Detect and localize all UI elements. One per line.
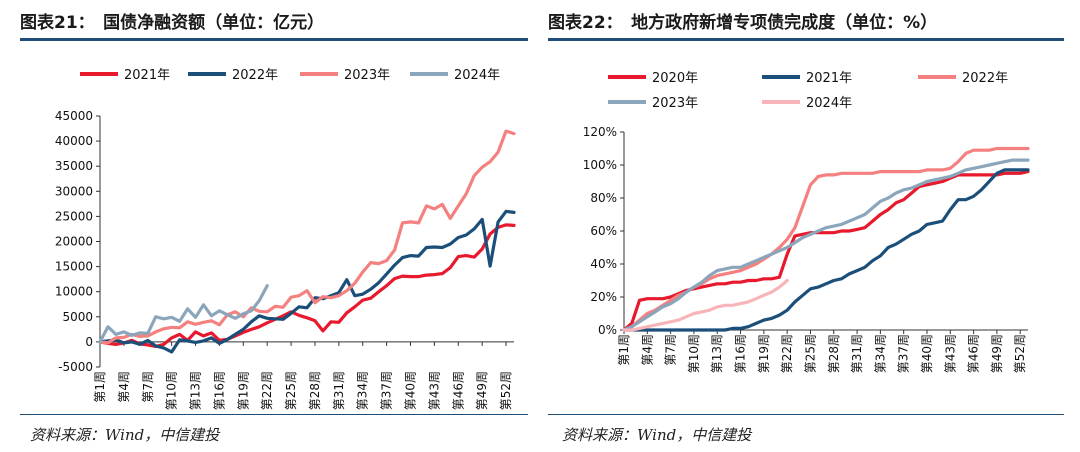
- legend-item: 2022年: [918, 71, 1008, 86]
- x-tick-label: 第49周: [475, 371, 489, 410]
- x-tick-label: 第22周: [260, 371, 274, 410]
- legend-item: 2021年: [762, 71, 852, 86]
- legend-item: 2021年: [80, 68, 170, 83]
- x-tick-label: 第37周: [380, 371, 394, 410]
- legend-label: 2021年: [124, 68, 170, 83]
- chart-title-left: 图表21： 国债净融资额（单位：亿元）: [20, 13, 325, 33]
- title-rule-right: [548, 38, 1064, 41]
- legend-label: 2023年: [344, 68, 390, 83]
- y-tick-label: 20000: [55, 235, 93, 249]
- x-tick-label: 第28周: [308, 371, 322, 410]
- x-tick-label: 第49周: [990, 334, 1004, 373]
- x-tick-label: 第46周: [967, 334, 981, 373]
- y-tick-label: 15000: [55, 260, 93, 274]
- x-tick-label: 第52周: [1013, 334, 1027, 373]
- legend-item: 2022年: [188, 68, 278, 83]
- series-line: [98, 129, 516, 345]
- y-tick-label: 0: [85, 335, 93, 349]
- x-tick-label: 第37周: [897, 334, 911, 373]
- x-tick-label: 第46周: [451, 371, 465, 410]
- legend-item: 2024年: [762, 96, 852, 111]
- y-tick-label: 10000: [55, 285, 93, 299]
- chart-title-right: 图表22： 地方政府新增专项债完成度（单位：%）: [548, 13, 938, 33]
- x-tick-label: 第28周: [827, 334, 841, 373]
- x-tick-label: 第10周: [687, 334, 701, 373]
- chart-left: 2021年 2022年 2023年 2024年 -5000 0 5000 10000 15000…: [55, 68, 516, 410]
- legend-item: 2020年: [608, 71, 698, 86]
- series-line: [622, 168, 1030, 332]
- x-tick-label: 第1周: [617, 334, 631, 366]
- x-tick-label: 第19周: [757, 334, 771, 373]
- x-tick-label: 第7周: [141, 371, 155, 403]
- legend-label: 2022年: [232, 68, 278, 83]
- y-tick-label: 25000: [55, 209, 93, 223]
- source-rule-right: [548, 414, 1064, 415]
- x-tick-label: 第34周: [356, 371, 370, 410]
- y-tick-label: 100%: [583, 158, 617, 172]
- x-tick-label: 第52周: [499, 371, 513, 410]
- x-tick-label: 第22周: [780, 334, 794, 373]
- y-tick-label: 40000: [55, 134, 93, 148]
- x-tick-label: 第16周: [212, 371, 226, 410]
- x-tick-label: 第10周: [165, 371, 179, 410]
- series-line: [98, 284, 269, 344]
- series-line: [622, 170, 1030, 332]
- legend-item: 2023年: [300, 68, 390, 83]
- legend-label: 2024年: [806, 96, 852, 111]
- legend-label: 2024年: [454, 68, 500, 83]
- x-tick-label: 第31周: [850, 334, 864, 373]
- series-line: [622, 278, 789, 332]
- x-tick-label: 第40周: [404, 371, 418, 410]
- title-rule-left: [20, 38, 528, 41]
- y-tick-label: 35000: [55, 159, 93, 173]
- y-tick-label: 5000: [62, 310, 93, 324]
- legend-label: 2022年: [962, 71, 1008, 86]
- source-rule-left: [20, 414, 528, 415]
- source-note-left: 资料来源：Wind，中信建投: [30, 426, 220, 444]
- x-tick-label: 第43周: [943, 334, 957, 373]
- x-tick-label: 第34周: [873, 334, 887, 373]
- series-line: [622, 158, 1030, 332]
- series-line: [98, 223, 516, 348]
- x-tick-label: 第43周: [427, 371, 441, 410]
- y-tick-label: 60%: [590, 224, 617, 238]
- y-tick-label: -5000: [58, 360, 93, 374]
- x-tick-label: 第13周: [189, 371, 203, 410]
- chart-right: 2020年 2021年 2022年 2023年 2024年 0% 20% 40% 60% 80% 1…: [583, 71, 1030, 373]
- source-note-right: 资料来源：Wind，中信建投: [562, 426, 752, 444]
- x-tick-label: 第40周: [920, 334, 934, 373]
- y-tick-label: 0%: [598, 323, 617, 337]
- x-tick-label: 第31周: [332, 371, 346, 410]
- x-tick-label: 第16周: [734, 334, 748, 373]
- x-tick-label: 第25周: [803, 334, 817, 373]
- x-tick-label: 第13周: [710, 334, 724, 373]
- y-tick-label: 20%: [590, 290, 617, 304]
- x-tick-label: 第19周: [236, 371, 250, 410]
- legend-label: 2021年: [806, 71, 852, 86]
- x-tick-label: 第4周: [640, 334, 654, 366]
- legend-item: 2024年: [410, 68, 500, 83]
- x-tick-label: 第25周: [284, 371, 298, 410]
- y-tick-label: 80%: [590, 191, 617, 205]
- legend-item: 2023年: [608, 96, 698, 111]
- legend-label: 2023年: [652, 96, 698, 111]
- series-line: [98, 209, 516, 354]
- legend-label: 2020年: [652, 71, 698, 86]
- y-tick-label: 40%: [590, 257, 617, 271]
- x-tick-label: 第7周: [664, 334, 678, 366]
- y-tick-label: 45000: [55, 109, 93, 123]
- y-tick-label: 30000: [55, 184, 93, 198]
- x-tick-label: 第4周: [117, 371, 131, 403]
- y-tick-label: 120%: [583, 125, 617, 139]
- x-tick-label: 第1周: [93, 371, 107, 403]
